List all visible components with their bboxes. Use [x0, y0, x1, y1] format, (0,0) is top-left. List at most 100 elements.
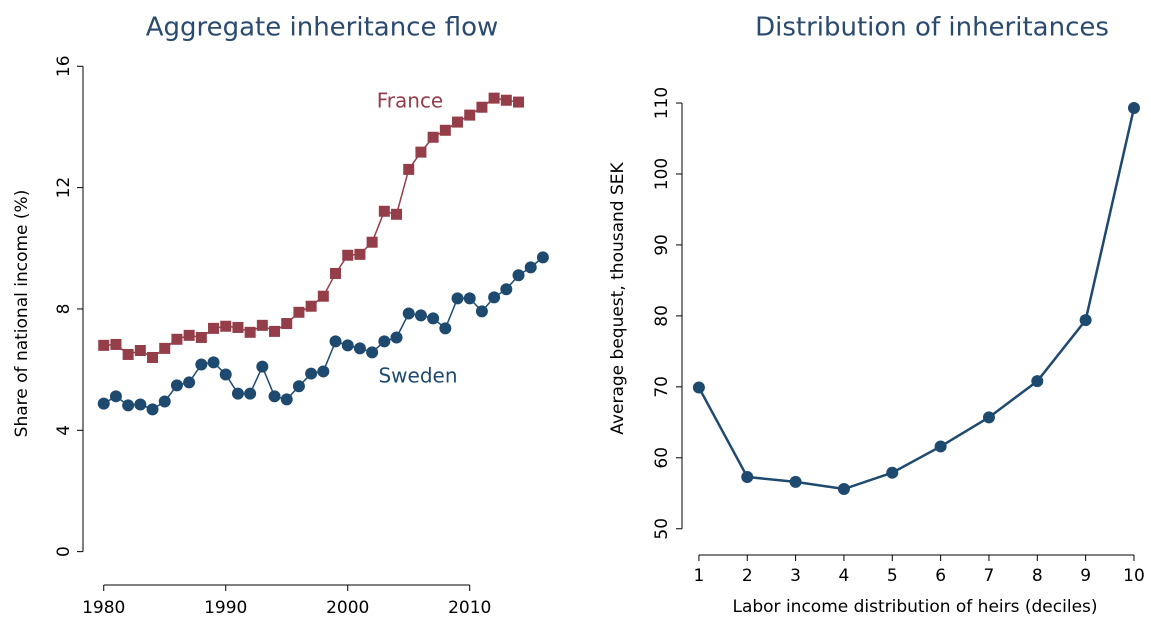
series-line: [697, 107, 1136, 491]
marker: [1031, 375, 1044, 388]
marker: [524, 261, 537, 274]
marker: [378, 335, 391, 348]
series-line: [103, 97, 519, 359]
marker: [982, 411, 995, 424]
marker: [354, 248, 366, 260]
y-axis-title: Average bequest, thousand SEK: [608, 161, 628, 434]
marker: [741, 470, 754, 483]
chart-title: Distribution of inheritances: [755, 13, 1109, 43]
x-tick-label: 2010: [448, 598, 491, 618]
marker: [195, 358, 208, 371]
marker: [439, 322, 452, 335]
x-tick-label: 8: [1032, 566, 1043, 586]
y-tick-label: 70: [652, 376, 672, 398]
marker: [402, 307, 415, 320]
marker: [232, 321, 244, 333]
marker: [390, 331, 403, 344]
x-tick-label: 1990: [204, 598, 247, 618]
x-tick-label: 9: [1080, 566, 1091, 586]
marker: [122, 348, 134, 360]
marker: [158, 395, 171, 408]
marker: [122, 399, 135, 412]
marker: [98, 339, 110, 351]
marker: [244, 326, 256, 338]
marker: [244, 387, 257, 400]
marker: [281, 318, 293, 330]
marker: [134, 398, 147, 411]
marker: [391, 208, 403, 220]
marker: [170, 379, 183, 392]
marker: [220, 320, 232, 332]
marker: [134, 345, 146, 357]
marker: [305, 300, 317, 312]
marker: [292, 380, 305, 393]
marker: [317, 365, 330, 378]
x-tick-label: 5: [887, 566, 898, 586]
x-tick-label: 4: [839, 566, 850, 586]
marker: [500, 283, 513, 296]
marker: [342, 249, 354, 261]
marker: [317, 290, 329, 302]
marker: [464, 109, 476, 121]
y-tick-label: 110: [652, 87, 672, 119]
marker: [1079, 314, 1092, 327]
y-tick-label: 60: [652, 447, 672, 469]
marker: [183, 376, 196, 389]
y-tick-label: 50: [652, 518, 672, 540]
marker: [183, 329, 195, 341]
marker: [208, 322, 220, 334]
marker: [451, 292, 464, 305]
series-line: [103, 256, 544, 411]
x-tick-label: 6: [935, 566, 946, 586]
marker: [207, 356, 220, 369]
x-tick-label: 3: [790, 566, 801, 586]
y-tick-label: 16: [54, 55, 74, 77]
x-tick-label: 10: [1123, 566, 1145, 586]
marker: [147, 351, 159, 363]
marker: [353, 342, 366, 355]
marker: [414, 309, 427, 322]
marker: [512, 269, 525, 282]
x-axis-title: Labor income distribution of heirs (deci…: [732, 597, 1097, 617]
marker: [269, 325, 281, 337]
marker: [329, 335, 342, 348]
marker: [293, 306, 305, 318]
marker: [366, 346, 379, 359]
y-tick-label: 90: [652, 234, 672, 256]
y-tick-label: 100: [652, 158, 672, 190]
y-tick-label: 0: [54, 546, 74, 557]
marker: [219, 368, 232, 381]
marker: [97, 397, 110, 410]
marker: [837, 483, 850, 496]
marker: [256, 319, 268, 331]
marker: [476, 101, 488, 113]
marker: [305, 367, 318, 380]
marker: [268, 390, 281, 403]
marker: [159, 342, 171, 354]
marker: [110, 338, 122, 350]
chart-title: Aggregate inheritance flow: [146, 13, 499, 43]
marker: [439, 124, 451, 136]
marker: [1127, 101, 1140, 114]
marker: [934, 440, 947, 453]
y-tick-label: 80: [652, 305, 672, 327]
marker: [341, 339, 354, 352]
marker: [415, 146, 427, 158]
marker: [109, 390, 122, 403]
marker: [789, 475, 802, 488]
marker: [692, 381, 705, 394]
series-label: France: [377, 89, 444, 113]
marker: [452, 116, 464, 128]
marker: [378, 205, 390, 217]
marker: [195, 331, 207, 343]
marker: [513, 96, 525, 108]
marker: [488, 92, 500, 104]
x-tick-label: 2: [742, 566, 753, 586]
x-tick-label: 2000: [326, 598, 369, 618]
marker: [231, 387, 244, 400]
marker: [886, 466, 899, 479]
marker: [171, 333, 183, 345]
marker: [536, 251, 549, 264]
y-tick-label: 12: [54, 177, 74, 199]
